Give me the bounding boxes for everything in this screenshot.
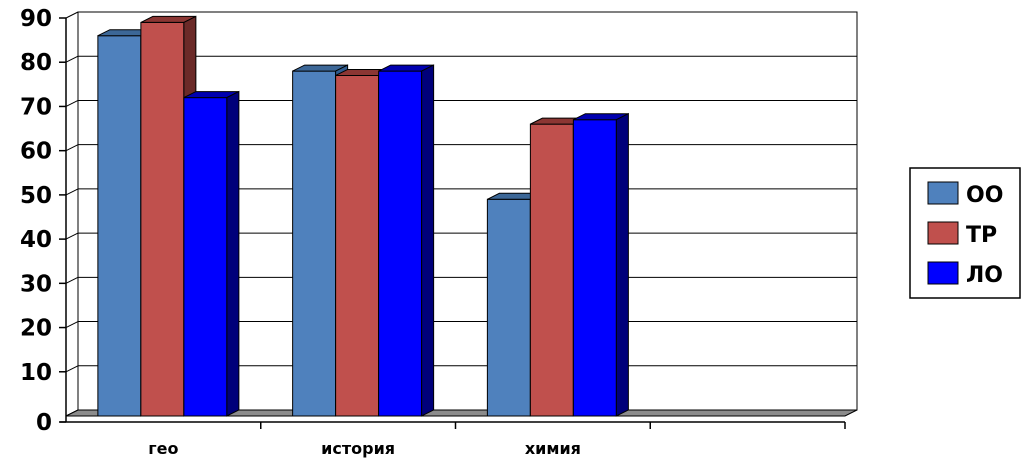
bar-front xyxy=(378,70,423,417)
legend: ОО ТР ЛО xyxy=(909,167,1021,299)
y-tick-label: 10 xyxy=(20,360,52,386)
x-tick-label: история xyxy=(321,439,395,458)
bar xyxy=(378,64,435,417)
side-gridline xyxy=(65,11,79,19)
side-gridline xyxy=(65,232,79,240)
y-tick-label: 70 xyxy=(20,94,52,120)
legend-label-tr: ТР xyxy=(966,223,997,248)
bar-front xyxy=(335,74,380,417)
bar-front xyxy=(486,198,531,417)
y-axis-tick-labels: 0 10 20 30 40 50 60 70 80 90 xyxy=(20,6,52,436)
bar-side xyxy=(421,64,435,417)
bar-front xyxy=(529,123,574,417)
side-gridline xyxy=(65,99,79,107)
y-tick-label: 80 xyxy=(20,50,52,76)
bar-front xyxy=(97,35,142,417)
bar xyxy=(572,112,629,417)
bar-side xyxy=(615,112,629,417)
side-gridline xyxy=(65,321,79,329)
bar-front xyxy=(572,119,617,417)
x-tick-label: химия xyxy=(525,439,581,458)
side-gridline xyxy=(65,188,79,196)
y-tick-label: 90 xyxy=(20,6,52,32)
legend-label-lo: ЛО xyxy=(966,263,1003,288)
bar-front xyxy=(140,21,185,417)
side-gridline xyxy=(65,55,79,63)
y-tick-label: 0 xyxy=(36,410,52,436)
legend-swatch-oo xyxy=(927,181,959,205)
bars xyxy=(97,15,629,417)
bar xyxy=(183,90,240,417)
legend-box xyxy=(909,167,1021,299)
axes xyxy=(59,17,846,429)
y-tick-label: 60 xyxy=(20,139,52,165)
y-tick-label: 20 xyxy=(20,316,52,342)
x-axis-category-labels: гео история химия xyxy=(148,439,581,458)
side-gridline xyxy=(65,276,79,284)
y-tick-label: 50 xyxy=(20,183,52,209)
bar-side xyxy=(226,90,240,417)
bar-front xyxy=(292,70,337,417)
side-gridline xyxy=(65,144,79,152)
legend-swatch-lo xyxy=(927,261,959,285)
bar-front xyxy=(183,97,228,417)
y-tick-label: 40 xyxy=(20,227,52,253)
legend-swatch-tr xyxy=(927,221,959,245)
legend-label-oo: ОО xyxy=(966,183,1003,208)
x-tick-label: гео xyxy=(148,439,178,458)
y-tick-label: 30 xyxy=(20,271,52,297)
side-gridline xyxy=(65,365,79,373)
